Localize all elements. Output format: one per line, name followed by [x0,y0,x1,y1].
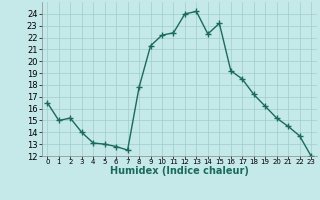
X-axis label: Humidex (Indice chaleur): Humidex (Indice chaleur) [110,166,249,176]
